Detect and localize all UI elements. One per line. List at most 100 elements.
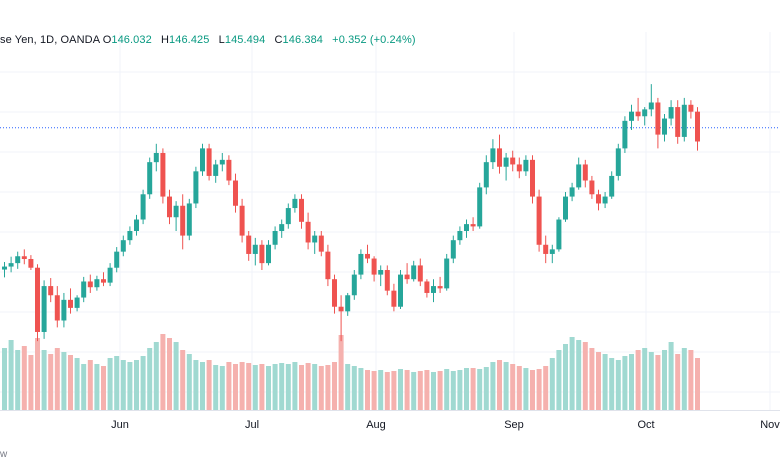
candle-body [411,265,417,280]
high-label: H [160,34,170,46]
volume-bar [87,360,93,410]
volume-bar [596,352,601,410]
volume-bar [35,338,40,410]
candle-body [424,281,430,293]
candle-body [338,306,344,312]
candle-body [556,219,562,250]
volume-bar [167,338,172,410]
volume-bar [8,340,14,410]
candle-body [272,231,278,245]
candle-body [219,159,225,165]
volume-bar [299,365,304,410]
volume-bar [576,340,582,410]
candle-body [167,196,172,218]
x-tick-label: Aug [366,419,386,431]
volume-bar [21,346,27,410]
volume-bar [358,368,364,410]
volume-bar [219,366,225,410]
volume-bar [457,370,463,410]
open-value: 146.032 [111,34,152,46]
x-tick-label: Jul [245,419,259,431]
volume-bar [516,366,522,410]
candle-body [688,104,694,112]
volume-bar [279,363,285,410]
candle-body [61,299,67,321]
candle-body [635,111,641,117]
volume-bar [351,366,357,410]
candle-body [325,251,331,280]
candle-body [252,244,258,254]
volume-bar [582,342,588,410]
volume-bar [417,371,423,410]
x-tick-label: Jun [111,419,129,431]
candle-body [464,224,469,231]
volume-bar [180,350,186,410]
watermark-text: w [0,449,8,460]
close-label: C [274,34,283,46]
volume-bar [695,358,700,410]
candle-body [226,159,232,181]
candle-body [596,194,601,204]
candle-body [21,256,27,259]
volume-bar [345,364,351,410]
volume-bar [28,355,34,410]
volume-bar [398,369,403,410]
volume-bar [140,356,146,410]
volume-bar [48,354,54,410]
volume-bar [186,354,192,410]
volume-bar [285,364,291,410]
volume-bar [378,370,384,410]
volume-bar [569,337,575,410]
candle-body [292,198,298,209]
volume-bar [153,342,159,410]
candle-body [74,297,80,308]
volume-bar [404,370,410,410]
volume-bar [200,362,205,410]
volume-bar [160,334,166,410]
volume-bar [648,352,654,410]
volume-bar [556,350,562,410]
candle-body [365,253,370,259]
volume-bar [259,364,265,410]
x-tick-label: Nov [760,419,780,431]
candle-body [193,171,199,204]
candle-body [563,196,568,220]
volume-bar [68,355,73,410]
volume-bar [239,362,245,410]
candle-body [200,148,205,172]
volume-bar [563,344,568,410]
candle-body [444,258,450,289]
volume-bar [15,350,21,410]
candle-body [437,286,443,289]
candle-body [186,203,192,236]
candle-body [516,164,522,172]
volume-bar [470,368,476,410]
volume-bar [305,363,311,410]
x-tick-label: Sep [504,419,524,431]
volume-bar [332,362,337,410]
volume-bar [510,364,516,410]
volume-bar [477,369,483,410]
volume-bar [431,372,436,410]
candle-body [2,266,7,270]
candle-body [233,180,238,206]
candle-body [345,295,351,312]
volume-bar [688,350,694,410]
volume-bar [629,354,634,410]
candle-body [668,107,674,119]
candle-body [48,286,54,296]
volume-bar [147,348,153,410]
volume-bar [497,360,502,410]
volume-bar [371,371,377,410]
candle-body [107,267,113,283]
candle-body [497,148,502,167]
candle-body [173,205,179,218]
candle-body [503,157,509,167]
volume-bar [318,366,324,410]
volume-bar [503,362,509,410]
candle-body [450,240,456,259]
candle-body [101,279,106,283]
candle-body [642,109,648,117]
